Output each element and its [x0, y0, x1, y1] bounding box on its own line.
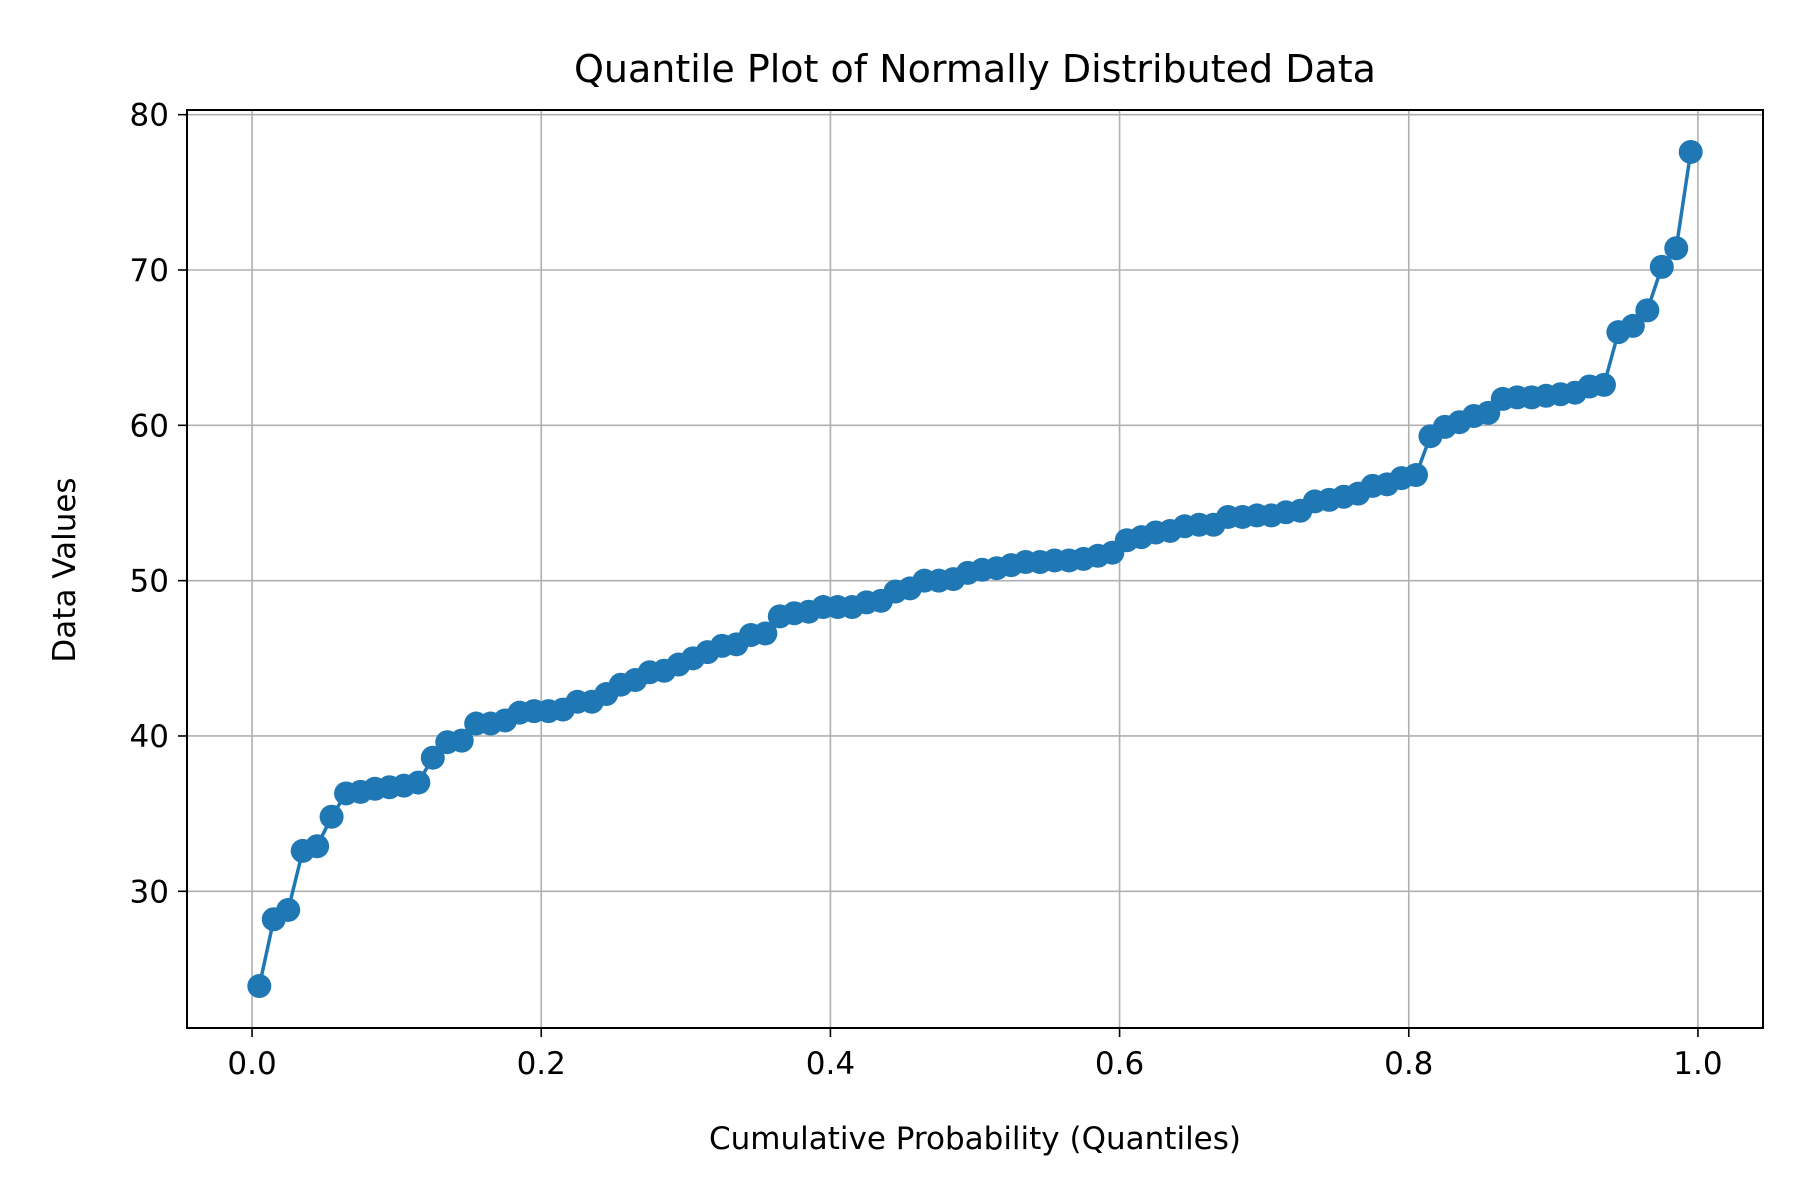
data-point [449, 728, 474, 753]
data-point [420, 745, 445, 770]
x-tick-label: 0.2 [517, 1046, 566, 1082]
y-tick-label: 30 [130, 874, 169, 910]
x-tick-label: 0.4 [806, 1046, 855, 1082]
y-tick-label: 60 [130, 408, 169, 444]
x-axis-label: Cumulative Probability (Quantiles) [709, 1121, 1241, 1157]
data-point [276, 897, 301, 922]
data-point [1620, 313, 1645, 338]
data-point [1635, 298, 1660, 323]
y-tick-label: 70 [130, 253, 169, 289]
data-point [319, 804, 344, 829]
x-tick-label: 0.8 [1384, 1046, 1433, 1082]
y-tick-label: 50 [130, 564, 169, 600]
data-point [406, 770, 431, 795]
y-tick-label: 80 [130, 98, 169, 134]
data-series [247, 139, 1703, 999]
data-point [1591, 372, 1616, 397]
x-tick-label: 0.6 [1095, 1046, 1144, 1082]
data-point [753, 621, 778, 646]
plot-frame [186, 109, 1764, 1029]
x-tick-label: 0.0 [227, 1046, 276, 1082]
x-tick-label: 1.0 [1673, 1046, 1722, 1082]
data-point [1403, 463, 1428, 488]
data-point [247, 974, 272, 999]
axis-ticks: 0.0 0.2 0.4 0.6 0.8 1.0 30 40 50 60 70 80 [130, 98, 1723, 1082]
data-point [1678, 139, 1703, 164]
y-axis-label: Data Values [47, 477, 83, 662]
y-tick-label: 40 [130, 719, 169, 755]
data-point [1664, 236, 1689, 261]
data-point [1649, 254, 1674, 279]
data-point [305, 834, 330, 859]
chart-title: Quantile Plot of Normally Distributed Da… [574, 47, 1376, 91]
